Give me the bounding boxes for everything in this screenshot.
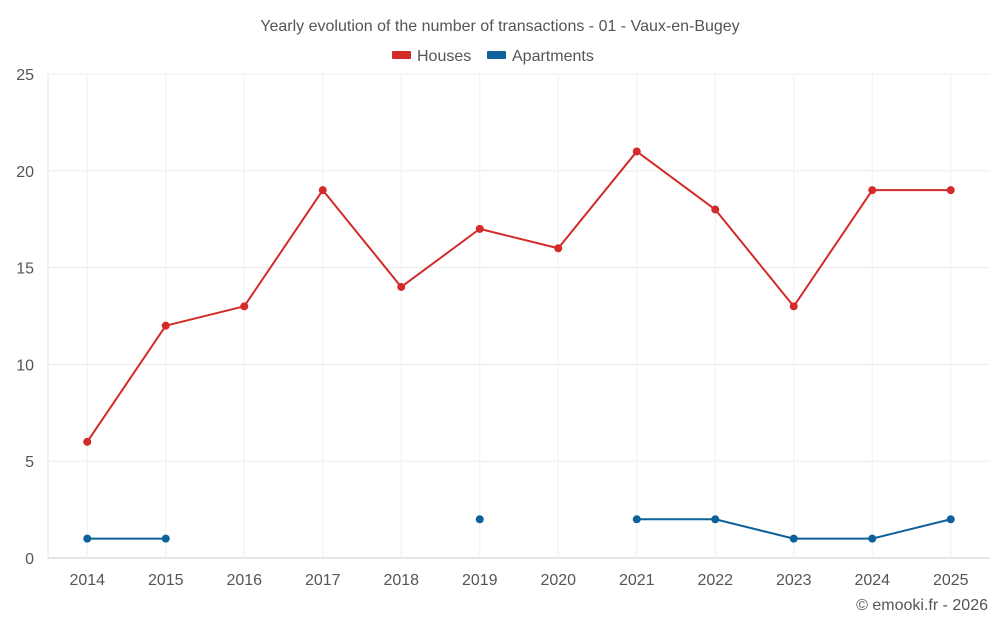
x-tick-label: 2023 — [776, 572, 812, 589]
x-tick-label: 2025 — [933, 572, 969, 589]
x-tick-label: 2020 — [540, 572, 576, 589]
data-point-apartments[interactable] — [789, 534, 798, 543]
data-point-houses[interactable] — [711, 205, 720, 214]
data-point-apartments[interactable] — [83, 534, 92, 543]
x-tick-label: 2021 — [619, 572, 655, 589]
y-tick-label: 20 — [16, 164, 34, 181]
data-point-houses[interactable] — [789, 302, 798, 311]
chart-title: Yearly evolution of the number of transa… — [260, 18, 739, 35]
data-point-houses[interactable] — [161, 321, 170, 330]
data-point-houses[interactable] — [868, 186, 877, 195]
x-tick-label: 2018 — [383, 572, 419, 589]
series-line-houses — [86, 150, 951, 443]
legend-swatch — [392, 51, 411, 59]
x-tick-label: 2014 — [69, 572, 105, 589]
data-point-houses[interactable] — [83, 437, 92, 446]
data-point-apartments[interactable] — [868, 534, 877, 543]
legend: Houses Apartments — [392, 48, 594, 65]
legend-label: Apartments — [512, 48, 594, 65]
y-tick-label: 25 — [16, 67, 34, 84]
x-tick-label: 2024 — [854, 572, 890, 589]
x-tick-label: 2022 — [697, 572, 733, 589]
data-point-houses[interactable] — [318, 186, 327, 195]
data-point-houses[interactable] — [946, 186, 955, 195]
series-layer — [83, 147, 955, 543]
x-axis: 2014 2015 2016 2017 2018 2019 2020 2021 2022 2023… — [69, 572, 968, 589]
y-tick-label: 15 — [16, 261, 34, 278]
y-axis: 0 5 10 15 20 25 — [16, 67, 34, 568]
credit: © emooki.fr - 2026 — [856, 597, 988, 614]
y-tick-label: 0 — [25, 551, 34, 568]
data-point-apartments[interactable] — [946, 515, 955, 524]
y-tick-label: 5 — [25, 454, 34, 471]
data-point-apartments[interactable] — [161, 534, 170, 543]
legend-swatch — [487, 51, 506, 59]
data-point-apartments[interactable] — [475, 515, 484, 524]
x-tick-label: 2017 — [305, 572, 341, 589]
x-tick-label: 2016 — [226, 572, 262, 589]
grid — [47, 73, 990, 559]
data-point-houses[interactable] — [397, 282, 406, 291]
data-point-houses[interactable] — [240, 302, 249, 311]
legend-label: Houses — [417, 48, 471, 65]
x-tick-label: 2019 — [462, 572, 498, 589]
data-point-houses[interactable] — [554, 244, 563, 253]
data-point-houses[interactable] — [632, 147, 641, 156]
data-point-apartments[interactable] — [711, 515, 720, 524]
data-point-houses[interactable] — [475, 224, 484, 233]
data-point-apartments[interactable] — [632, 515, 641, 524]
y-tick-label: 10 — [16, 357, 34, 374]
x-tick-label: 2015 — [148, 572, 184, 589]
